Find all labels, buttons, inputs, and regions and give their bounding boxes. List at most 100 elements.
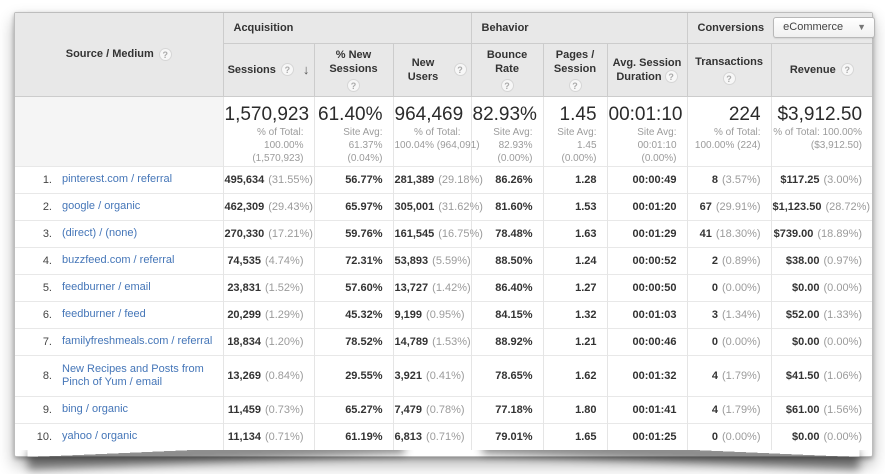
bounce-cell: 88.92% — [470, 327, 544, 355]
table-row: 8. New Recipes and Posts from Pinch of Y… — [15, 354, 873, 396]
sessions-header[interactable]: Sessions ? ↓ — [222, 43, 314, 97]
duration-cell: 00:00:50 — [606, 273, 688, 301]
source-medium-link[interactable]: familyfreshmeals.com / referral — [62, 335, 213, 347]
totals-new-sessions: 61.40% Site Avg: 61.37% (0.04%) — [313, 96, 393, 166]
new-sessions-header[interactable]: % New Sessions ? — [313, 43, 393, 97]
ecommerce-selector[interactable]: eCommerce ▼ — [773, 17, 875, 39]
row-rank: 7. — [42, 335, 52, 348]
help-icon[interactable]: ? — [347, 78, 360, 92]
totals-source-cell — [15, 96, 223, 166]
help-icon[interactable]: ? — [840, 63, 854, 76]
pages-cell: 1.27 — [542, 273, 608, 301]
transactions-cell: 0 (0.00%) — [686, 422, 772, 450]
session-duration-header[interactable]: Avg. Session Duration ? — [606, 43, 688, 97]
help-icon[interactable]: ? — [722, 71, 736, 85]
row-rank: 1. — [42, 173, 52, 186]
totals-duration: 00:01:10 Site Avg: 00:01:10 (0.00%) — [606, 96, 688, 166]
new-users-header[interactable]: New Users ? — [392, 43, 472, 97]
source-medium-link[interactable]: New Recipes and Posts from Pinch of Yum … — [62, 362, 204, 388]
new-users-cell: 6,813 (0.71%) — [392, 422, 472, 450]
table-row: 10. yahoo / organic 11,134 (0.71%) 61.19%… — [15, 422, 873, 450]
revenue-cell: $38.00 (0.97%) — [770, 246, 873, 274]
transactions-header[interactable]: Transactions ? — [686, 43, 772, 97]
source-medium-link[interactable]: bing / organic — [62, 403, 129, 415]
duration-cell: 00:01:41 — [606, 395, 688, 423]
new-sessions-header-label: % New Sessions — [329, 48, 378, 75]
totals-bounce: 82.93% Site Avg: 82.93% (0.00%) — [470, 96, 544, 166]
duration-cell: 00:01:32 — [606, 354, 688, 396]
source-medium-link[interactable]: pinterest.com / referral — [62, 173, 173, 185]
bounce-cell: 77.18% — [470, 395, 544, 423]
source-medium-link[interactable]: feedburner / email — [62, 281, 151, 293]
revenue-cell: $0.00 (0.00%) — [770, 327, 873, 355]
row-rank: 4. — [42, 254, 52, 267]
totals-row: 1,570,923 % of Total: 100.00% (1,570,923… — [15, 96, 873, 166]
transactions-cell: 2 (0.89%) — [686, 246, 772, 274]
new-sessions-cell: 72.31% — [313, 246, 393, 274]
transactions-cell: 41 (18.30%) — [686, 219, 772, 247]
table-row: 6. feedburner / feed 20,299 (1.29%) 45.32… — [15, 300, 873, 328]
transactions-cell: 4 (1.79%) — [686, 354, 772, 396]
group-conversions-label: Conversions — [697, 21, 765, 34]
source-medium-link[interactable]: yahoo / organic — [62, 430, 138, 443]
pages-session-header-label: Pages / Session — [553, 48, 597, 75]
help-icon[interactable]: ? — [280, 63, 294, 76]
new-users-cell: 13,727 (1.42%) — [392, 273, 472, 301]
source-medium-header[interactable]: Source / Medium ? — [15, 13, 223, 97]
row-rank: 6. — [42, 308, 52, 321]
new-users-cell: 3,921 (0.41%) — [392, 354, 472, 396]
new-sessions-cell: 78.52% — [313, 327, 393, 355]
totals-pages: 1.45 Site Avg: 1.45 (0.00%) — [542, 96, 608, 166]
new-users-cell: 14,789 (1.53%) — [392, 327, 472, 355]
pages-cell: 1.32 — [542, 300, 608, 328]
source-medium-link[interactable]: google / organic — [62, 200, 141, 212]
table-row: 2. google / organic 462,309 (29.43%) 65.9… — [15, 192, 873, 220]
sessions-cell: 270,330 (17.21%) — [222, 219, 314, 247]
sessions-cell: 13,269 (0.84%) — [222, 354, 314, 396]
source-medium-link[interactable]: (direct) / (none) — [62, 227, 138, 239]
help-icon[interactable]: ? — [664, 69, 678, 83]
sessions-cell: 18,834 (1.20%) — [222, 327, 314, 355]
duration-cell: 00:00:52 — [606, 246, 688, 274]
help-icon[interactable]: ? — [568, 78, 582, 92]
sessions-cell: 495,634 (31.55%) — [222, 165, 314, 193]
revenue-cell: $0.00 (0.00%) — [770, 273, 873, 301]
new-users-cell: 161,545 (16.75%) — [392, 219, 483, 247]
row-rank: 2. — [42, 200, 52, 213]
sessions-header-label: Sessions — [227, 63, 276, 76]
new-users-header-label: New Users — [407, 56, 439, 83]
help-icon[interactable]: ? — [500, 78, 514, 92]
bounce-cell: 86.40% — [470, 273, 544, 301]
column-header-row: Sessions ? ↓ % New Sessions ? New Users … — [15, 43, 873, 97]
source-medium-link[interactable]: buzzfeed.com / referral — [62, 254, 175, 266]
source-medium-link[interactable]: feedburner / feed — [62, 308, 146, 320]
pages-cell: 1.62 — [542, 354, 608, 396]
revenue-cell: $117.25 (3.00%) — [770, 165, 873, 193]
row-rank: 3. — [42, 227, 52, 240]
table-row: 4. buzzfeed.com / referral 74,535 (4.74%)… — [15, 246, 873, 274]
new-users-cell: 7,479 (0.78%) — [392, 395, 472, 423]
duration-cell: 00:01:29 — [606, 219, 688, 247]
sessions-cell: 462,309 (29.43%) — [222, 192, 314, 220]
revenue-cell: $61.00 (1.56%) — [770, 395, 873, 423]
help-icon[interactable]: ? — [453, 63, 467, 76]
source-medium-table: Source / Medium ? Acquisition Behavior C… — [15, 13, 875, 450]
transactions-cell: 0 (0.00%) — [686, 273, 772, 301]
totals-sessions: 1,570,923 % of Total: 100.00% (1,570,923… — [222, 96, 314, 166]
pages-session-header[interactable]: Pages / Session ? — [542, 43, 608, 97]
sort-descending-icon[interactable]: ↓ — [302, 61, 310, 77]
transactions-cell: 67 (29.91%) — [686, 192, 772, 220]
new-users-cell: 53,893 (5.59%) — [392, 246, 472, 274]
transactions-cell: 0 (0.00%) — [686, 327, 772, 355]
transactions-header-label: Transactions — [695, 55, 763, 68]
table-row: 1. pinterest.com / referral 495,634 (31.5… — [15, 165, 873, 193]
bounce-cell: 84.15% — [470, 300, 544, 328]
revenue-cell: $52.00 (1.33%) — [770, 300, 873, 328]
help-icon[interactable]: ? — [158, 47, 172, 61]
sessions-cell: 74,535 (4.74%) — [222, 246, 314, 274]
bounce-cell: 79.01% — [470, 422, 544, 450]
new-sessions-cell: 56.77% — [313, 165, 393, 193]
revenue-header[interactable]: Revenue ? — [770, 43, 873, 97]
pages-cell: 1.63 — [542, 219, 608, 247]
bounce-rate-header[interactable]: Bounce Rate ? — [470, 43, 544, 97]
